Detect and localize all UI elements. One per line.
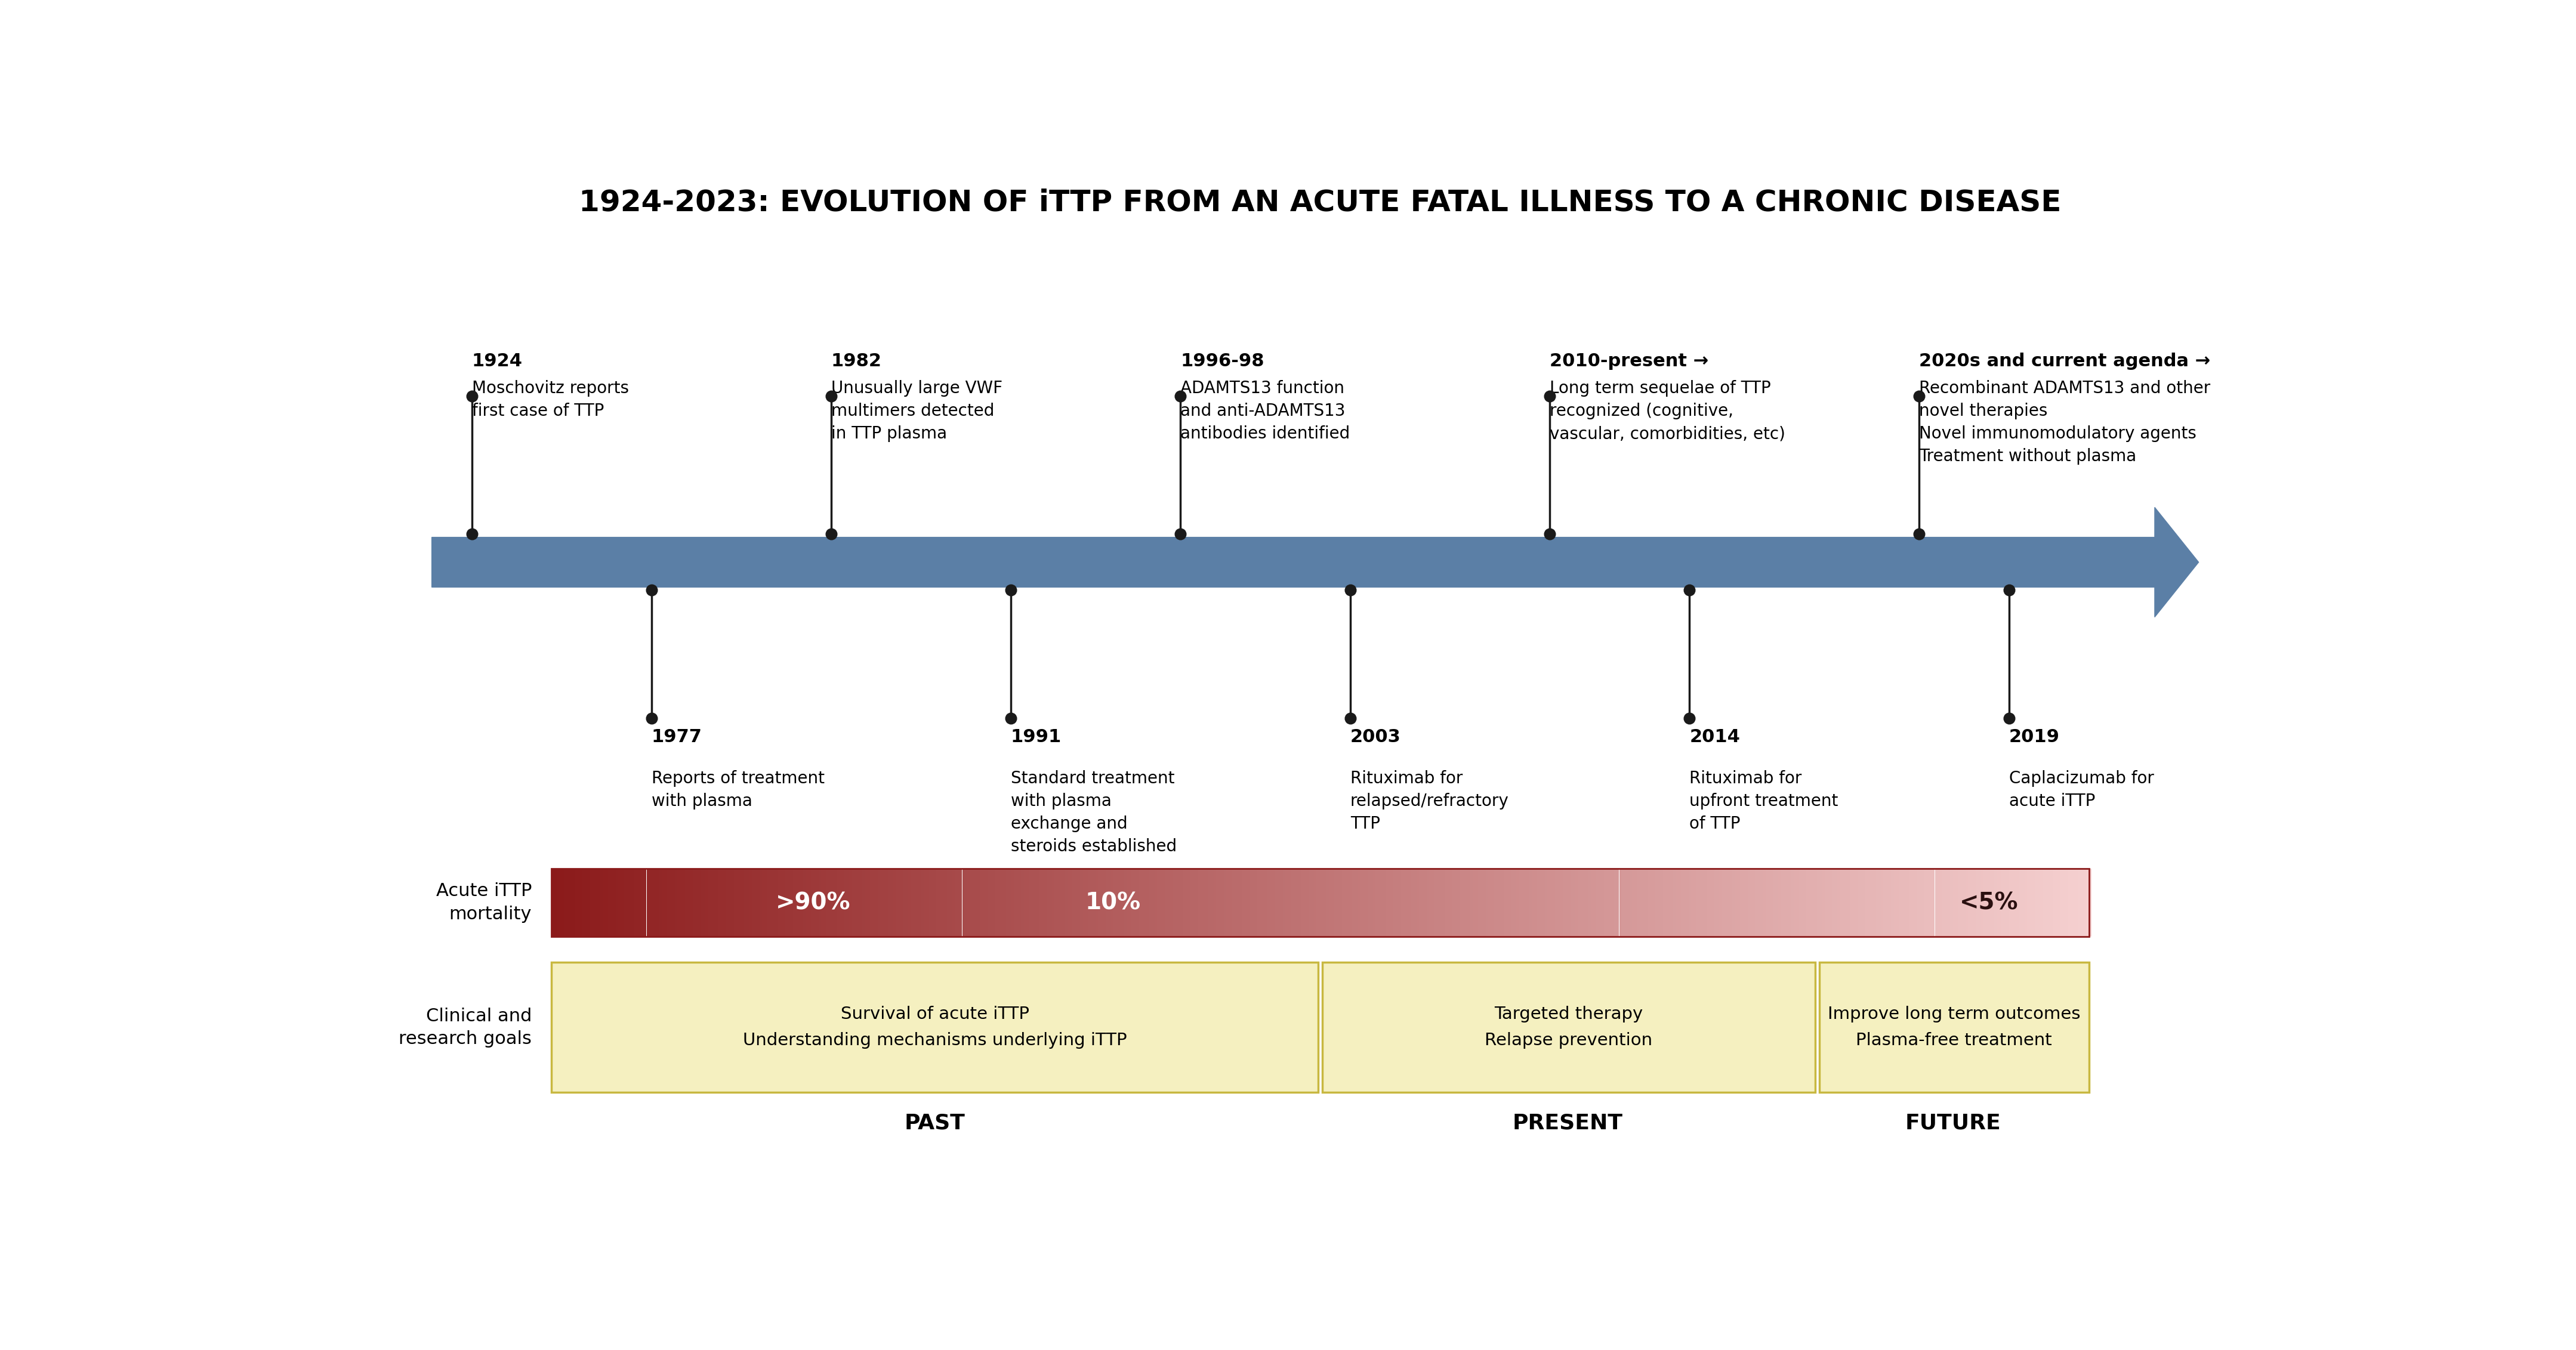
Text: Unusually large VWF
multimers detected
in TTP plasma: Unusually large VWF multimers detected i…: [832, 381, 1002, 443]
Text: Acute iTTP
mortality: Acute iTTP mortality: [435, 883, 531, 922]
Text: Rituximab for
relapsed/refractory
TTP: Rituximab for relapsed/refractory TTP: [1350, 770, 1510, 832]
Point: [1329, 707, 1370, 729]
Point: [1159, 524, 1200, 545]
Text: 2014: 2014: [1690, 729, 1741, 745]
Point: [1899, 524, 1940, 545]
Point: [1530, 524, 1571, 545]
Text: Caplacizumab for
acute iTTP: Caplacizumab for acute iTTP: [2009, 770, 2154, 810]
Text: Moschovitz reports
first case of TTP: Moschovitz reports first case of TTP: [471, 381, 629, 420]
Point: [1329, 579, 1370, 601]
Point: [1159, 385, 1200, 406]
Point: [451, 385, 492, 406]
Text: ADAMTS13 function
and anti-ADAMTS13
antibodies identified: ADAMTS13 function and anti-ADAMTS13 anti…: [1180, 381, 1350, 443]
Point: [1530, 385, 1571, 406]
Text: 1991: 1991: [1010, 729, 1061, 745]
Text: Survival of acute iTTP
Understanding mechanisms underlying iTTP: Survival of acute iTTP Understanding mec…: [742, 1006, 1126, 1049]
Text: 2003: 2003: [1350, 729, 1401, 745]
Text: 1924: 1924: [471, 352, 523, 370]
Text: 1982: 1982: [832, 352, 881, 370]
Text: FUTURE: FUTURE: [1906, 1114, 2002, 1134]
Point: [631, 579, 672, 601]
Text: Targeted therapy
Relapse prevention: Targeted therapy Relapse prevention: [1484, 1006, 1654, 1049]
Text: Rituximab for
upfront treatment
of TTP: Rituximab for upfront treatment of TTP: [1690, 770, 1839, 832]
Text: PRESENT: PRESENT: [1512, 1114, 1623, 1134]
Bar: [551, 869, 2089, 937]
Text: PAST: PAST: [904, 1114, 966, 1134]
Point: [811, 524, 853, 545]
Point: [811, 385, 853, 406]
FancyArrow shape: [433, 508, 2197, 617]
Text: <5%: <5%: [1960, 891, 2017, 914]
Point: [1669, 707, 1710, 729]
Text: 2019: 2019: [2009, 729, 2061, 745]
Point: [631, 707, 672, 729]
Text: Standard treatment
with plasma
exchange and
steroids established: Standard treatment with plasma exchange …: [1010, 770, 1177, 855]
FancyBboxPatch shape: [1819, 963, 2089, 1092]
FancyBboxPatch shape: [1321, 963, 1816, 1092]
Text: 1996-98: 1996-98: [1180, 352, 1265, 370]
Text: 2020s and current agenda →: 2020s and current agenda →: [1919, 352, 2210, 370]
FancyBboxPatch shape: [551, 963, 1319, 1092]
Text: 1924-2023: EVOLUTION OF iTTP FROM AN ACUTE FATAL ILLNESS TO A CHRONIC DISEASE: 1924-2023: EVOLUTION OF iTTP FROM AN ACU…: [580, 188, 2061, 216]
Point: [1989, 707, 2030, 729]
Point: [1989, 579, 2030, 601]
Text: 10%: 10%: [1084, 891, 1141, 914]
Point: [989, 579, 1030, 601]
Text: Recombinant ADAMTS13 and other
novel therapies
Novel immunomodulatory agents
Tre: Recombinant ADAMTS13 and other novel the…: [1919, 381, 2210, 464]
Point: [989, 707, 1030, 729]
Text: 1977: 1977: [652, 729, 703, 745]
Text: Reports of treatment
with plasma: Reports of treatment with plasma: [652, 770, 824, 810]
Text: Improve long term outcomes
Plasma-free treatment: Improve long term outcomes Plasma-free t…: [1829, 1006, 2081, 1049]
Text: 2010-present →: 2010-present →: [1551, 352, 1708, 370]
Text: Clinical and
research goals: Clinical and research goals: [399, 1007, 531, 1048]
Point: [451, 524, 492, 545]
Point: [1669, 579, 1710, 601]
Text: >90%: >90%: [775, 891, 850, 914]
Text: Long term sequelae of TTP
recognized (cognitive,
vascular, comorbidities, etc): Long term sequelae of TTP recognized (co…: [1551, 381, 1785, 443]
Point: [1899, 385, 1940, 406]
